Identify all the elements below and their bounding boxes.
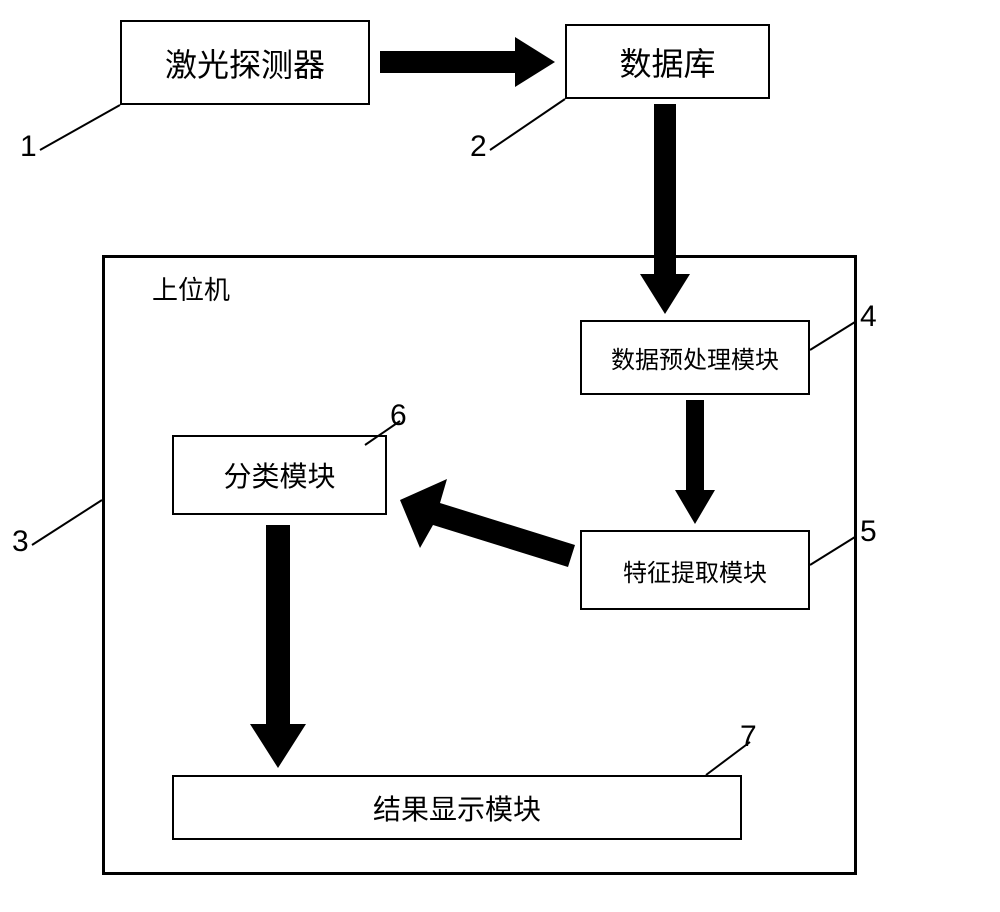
arrow-6-to-7 xyxy=(250,525,306,768)
arrow-4-to-5 xyxy=(675,400,715,524)
arrow-1-to-2 xyxy=(380,37,555,87)
arrow-2-to-4 xyxy=(640,104,690,314)
flow-arrows xyxy=(0,0,1000,912)
arrow-5-to-6 xyxy=(400,479,575,567)
